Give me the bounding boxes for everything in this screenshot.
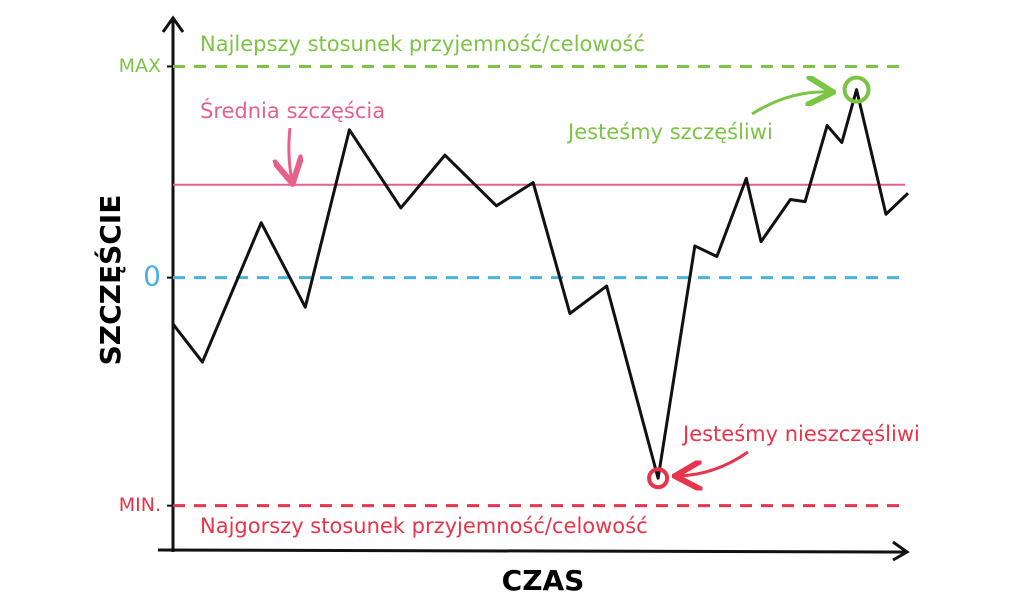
y-axis-title: SZCZĘŚCIE [93, 195, 127, 366]
x-axis [157, 540, 910, 562]
highlight-circle [842, 75, 871, 104]
x-axis-title: CZAS [502, 564, 585, 597]
y-tick-label: MAX [119, 55, 161, 77]
arrow [751, 92, 830, 116]
data-line [171, 88, 910, 480]
reference-label: Najgorszy stosunek przyjemność/celowość [200, 514, 648, 538]
arrow [289, 127, 292, 181]
reference-label: Średnia szczęścia [200, 98, 385, 123]
arrow [678, 450, 749, 476]
y-tick-label: MIN. [119, 494, 161, 516]
reference-label: Najlepszy stosunek przyjemność/celowość [200, 32, 645, 56]
annotation: Jesteśmy szczęśliwi [566, 120, 773, 144]
annotation: Jesteśmy nieszczęśliwi [681, 422, 920, 446]
y-tick-label: 0 [143, 260, 161, 293]
y-axis [161, 15, 185, 552]
highlight-circle [647, 467, 670, 490]
